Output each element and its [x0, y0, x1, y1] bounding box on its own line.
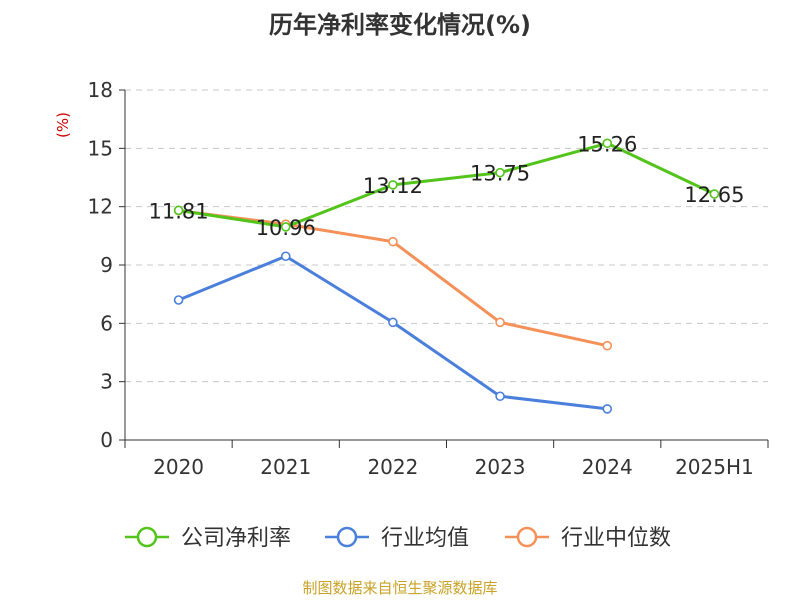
point-0-3: [495, 167, 505, 178]
y-tick-label-0: 0: [100, 428, 113, 452]
point-2-3: [495, 317, 505, 328]
point-2-2: [388, 236, 398, 247]
source-note: 制图数据来自恒生聚源数据库: [302, 579, 497, 597]
point-1-4: [602, 404, 613, 414]
data-label-4: 15.26: [577, 132, 637, 156]
point-2-4: [602, 340, 613, 351]
legend-label-0: 公司净利率: [181, 526, 291, 551]
series-group: 11.81 10.96 13.12 13.75 15.26 12.65: [149, 132, 744, 414]
data-label-2: 13.12: [363, 174, 423, 198]
data-label-1: 10.96: [256, 216, 316, 240]
data-label-0: 11.81: [149, 199, 209, 223]
point-1-0: [173, 295, 184, 305]
x-tick-label-2024: 2024: [582, 455, 633, 479]
series-2: [173, 205, 613, 351]
legend-label-1: 行业均值: [381, 526, 469, 551]
y-tick-label-9: 9: [100, 253, 113, 277]
y-axis-label: (%): [54, 112, 72, 138]
x-tick-label-2021: 2021: [260, 455, 311, 479]
legend-marker-2: [516, 526, 538, 548]
y-tick-label-3: 3: [100, 370, 113, 394]
legend-item-0: 公司净利率: [125, 526, 291, 551]
axes: 0 3 6 9 12 15 18 2020 2021 2022 2023 2024 2025H1: [88, 78, 769, 479]
legend-label-2: 行业中位数: [561, 526, 671, 551]
x-tick-label-2020: 2020: [153, 455, 204, 479]
grid-lines: [125, 89, 768, 383]
x-tick-label-2022: 2022: [367, 455, 418, 479]
series-0: [173, 138, 720, 232]
y-tick-label-6: 6: [100, 311, 113, 335]
data-label-3: 13.75: [470, 162, 530, 186]
point-1-3: [495, 391, 505, 402]
chart-title: 历年净利率变化情况(%): [269, 11, 531, 39]
y-tick-label-12: 12: [88, 195, 113, 219]
point-1-1: [280, 251, 291, 262]
series-1: [173, 251, 613, 414]
legend: 公司净利率 行业均值 行业中位数: [125, 526, 671, 551]
point-0-2: [388, 180, 398, 190]
legend-item-2: 行业中位数: [505, 526, 671, 551]
series-line-0: [178, 141, 716, 229]
point-0-1: [280, 222, 291, 232]
y-tick-label-15: 15: [88, 136, 113, 160]
legend-marker-1: [336, 526, 358, 548]
point-0-5: [709, 189, 720, 199]
x-tick-label-2023: 2023: [475, 455, 526, 479]
point-0-4: [602, 138, 613, 149]
data-label-5: 12.65: [684, 183, 744, 207]
legend-item-1: 行业均值: [325, 526, 469, 551]
point-1-2: [388, 317, 398, 328]
x-tick-label-2025H1: 2025H1: [675, 455, 754, 479]
legend-marker-0: [136, 526, 158, 548]
point-0-0: [173, 205, 184, 216]
y-tick-label-18: 18: [88, 78, 113, 102]
